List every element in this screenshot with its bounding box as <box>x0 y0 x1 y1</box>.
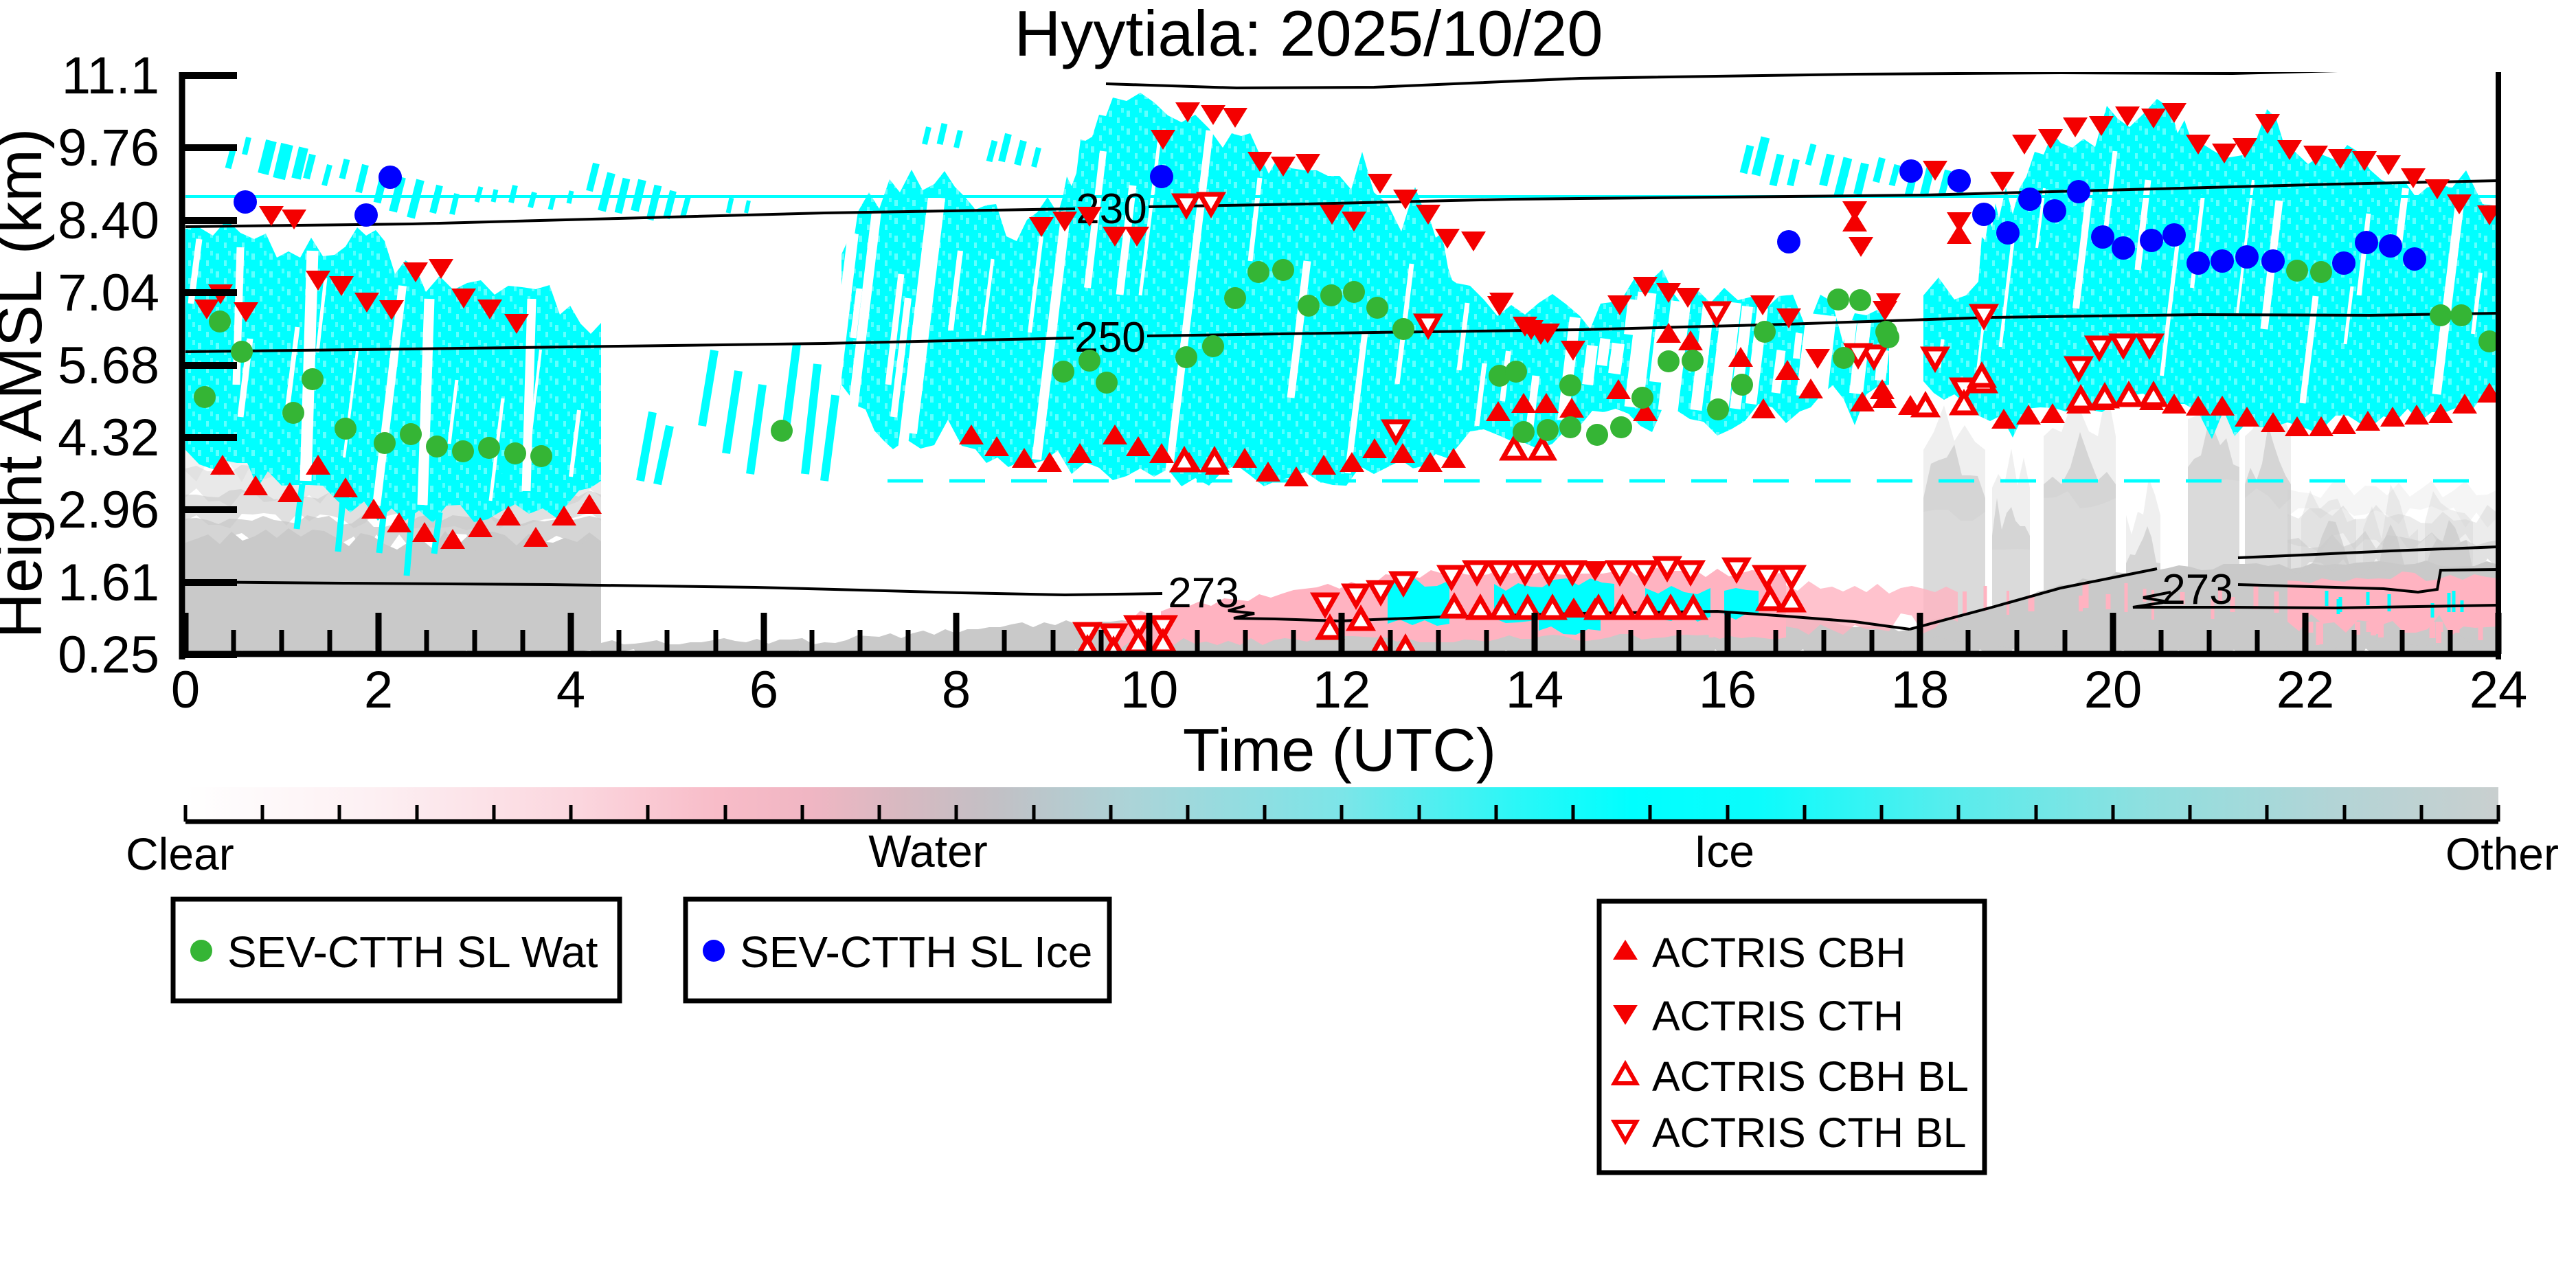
svg-text:1.61: 1.61 <box>58 554 159 612</box>
svg-text:273: 273 <box>2162 566 2233 613</box>
svg-text:16: 16 <box>1699 661 1757 719</box>
svg-text:Hyytiala: 2025/10/20: Hyytiala: 2025/10/20 <box>1014 0 1603 69</box>
svg-text:Ice: Ice <box>1694 826 1754 877</box>
svg-text:12: 12 <box>1313 661 1371 719</box>
svg-text:Height AMSL (km): Height AMSL (km) <box>0 128 55 638</box>
svg-text:Clear: Clear <box>126 828 234 879</box>
svg-text:10: 10 <box>1120 661 1179 719</box>
svg-text:11.1: 11.1 <box>62 47 159 105</box>
svg-text:18: 18 <box>1891 661 1950 719</box>
svg-text:24: 24 <box>2470 661 2528 719</box>
svg-text:2.96: 2.96 <box>58 481 159 539</box>
svg-text:5.68: 5.68 <box>58 337 159 395</box>
svg-text:Time (UTC): Time (UTC) <box>1183 716 1496 784</box>
svg-text:22: 22 <box>2276 661 2335 719</box>
svg-text:ACTRIS CBH: ACTRIS CBH <box>1652 929 1906 976</box>
svg-text:2: 2 <box>364 661 393 719</box>
svg-text:0.25: 0.25 <box>58 626 159 684</box>
svg-text:20: 20 <box>2084 661 2143 719</box>
svg-text:0: 0 <box>171 661 200 719</box>
svg-text:7.04: 7.04 <box>58 264 159 322</box>
svg-text:ACTRIS CTH BL: ACTRIS CTH BL <box>1652 1109 1967 1156</box>
svg-text:ACTRIS CTH: ACTRIS CTH <box>1652 993 1903 1039</box>
svg-text:8.40: 8.40 <box>58 192 159 250</box>
svg-text:9.76: 9.76 <box>58 119 159 177</box>
svg-text:ACTRIS CBH BL: ACTRIS CBH BL <box>1652 1053 1969 1100</box>
svg-text:8: 8 <box>942 661 971 719</box>
svg-text:273: 273 <box>1168 569 1239 617</box>
svg-text:SEV-CTTH SL Ice: SEV-CTTH SL Ice <box>740 927 1092 977</box>
svg-text:Other: Other <box>2445 828 2559 879</box>
svg-text:6: 6 <box>749 661 778 719</box>
svg-text:SEV-CTTH SL Wat: SEV-CTTH SL Wat <box>227 927 598 977</box>
svg-text:Water: Water <box>868 826 988 877</box>
svg-text:14: 14 <box>1506 661 1564 719</box>
svg-text:4: 4 <box>556 661 585 719</box>
svg-text:4.32: 4.32 <box>58 409 159 467</box>
